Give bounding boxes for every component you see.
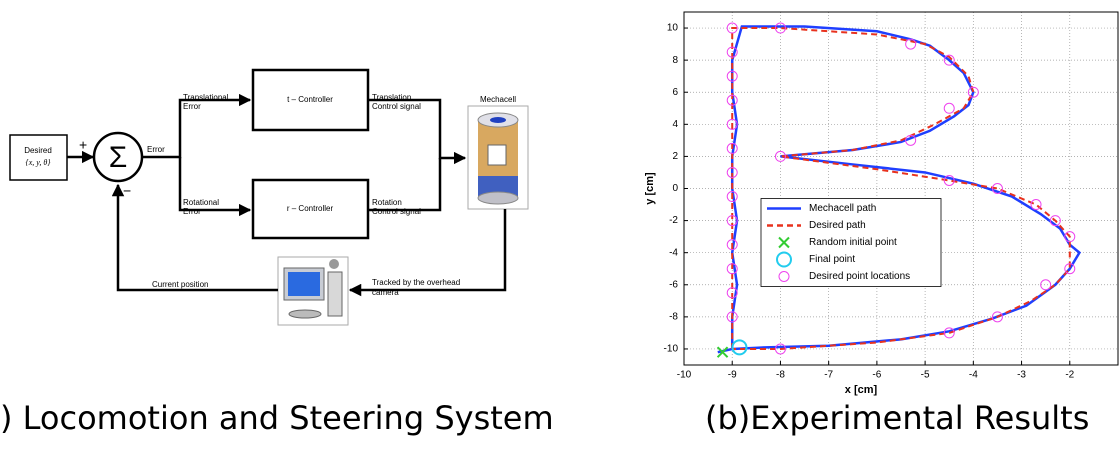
t-controller-label: t – Controller <box>287 95 333 104</box>
y-tick-label: -10 <box>664 344 679 355</box>
computer-image <box>278 257 348 325</box>
legend-label: Desired path <box>809 220 866 231</box>
legend-label: Mechacell path <box>809 203 876 214</box>
mechacell-label: Mechacell <box>480 95 516 104</box>
edge-label: Control signal <box>372 102 421 111</box>
mechacell-image <box>468 106 528 209</box>
caption: ) Locomotion and Steering System <box>0 399 554 437</box>
edge-label: camera <box>372 288 399 297</box>
edge-label: Translation <box>372 93 411 102</box>
edge-label: Current position <box>152 280 208 289</box>
y-tick-label: 2 <box>672 151 678 162</box>
x-tick-label: -2 <box>1065 370 1074 381</box>
edge-label: Rotation <box>372 198 402 207</box>
legend-label: Final point <box>809 254 855 265</box>
error-label: Error <box>147 145 165 154</box>
y-tick-label: 0 <box>672 183 678 194</box>
block-diagram: Desired {x, y, θ} Σ + − Error Translatio… <box>0 70 554 437</box>
legend: Mechacell path Desired path Random initial… <box>761 199 941 287</box>
y-tick-label: 4 <box>672 119 678 130</box>
x-tick-label: -3 <box>1017 370 1026 381</box>
x-tick-label: -8 <box>776 370 785 381</box>
y-tick-label: 6 <box>672 87 678 98</box>
edge-label: Translational <box>183 93 229 102</box>
caption: (b)Experimental Results <box>705 399 1089 437</box>
legend-label: Random initial point <box>809 237 897 248</box>
edge-label: Rotational <box>183 198 219 207</box>
y-tick-label: -2 <box>669 215 678 226</box>
figure: Desired {x, y, θ} Σ + − Error Translatio… <box>0 0 1120 449</box>
x-axis-label: x [cm] <box>845 384 878 396</box>
y-tick-label: 10 <box>667 23 679 34</box>
edge-label: Error <box>183 207 201 216</box>
r-controller-label: r – Controller <box>287 204 334 213</box>
edge-label: Tracked by the overhead <box>372 278 460 287</box>
edge-label: Error <box>183 102 201 111</box>
x-tick-label: -10 <box>677 370 692 381</box>
x-tick-label: -5 <box>921 370 930 381</box>
x-tick-label: -9 <box>728 370 737 381</box>
sum-symbol: Σ <box>109 141 128 174</box>
x-tick-label: -4 <box>969 370 978 381</box>
y-tick-label: -8 <box>669 312 678 323</box>
edge-label: Control signal <box>372 207 421 216</box>
x-tick-label: -7 <box>824 370 833 381</box>
legend-label: Desired point locations <box>809 271 910 282</box>
y-axis-label: y [cm] <box>644 172 656 205</box>
y-tick-label: -4 <box>669 247 678 258</box>
x-tick-label: -6 <box>872 370 881 381</box>
plus: + <box>79 137 87 153</box>
y-tick-label: -6 <box>669 279 678 290</box>
desired-vars: {x, y, θ} <box>26 158 52 167</box>
y-tick-label: 8 <box>672 55 678 66</box>
minus: − <box>123 183 131 199</box>
plot: -10 -9 -8 -7 -6 -5 -4 -3 -2 -10 -8 -6 -4 -2 0 2 4 6 8 10 x [… <box>644 12 1118 437</box>
desired-label: Desired <box>24 146 52 155</box>
